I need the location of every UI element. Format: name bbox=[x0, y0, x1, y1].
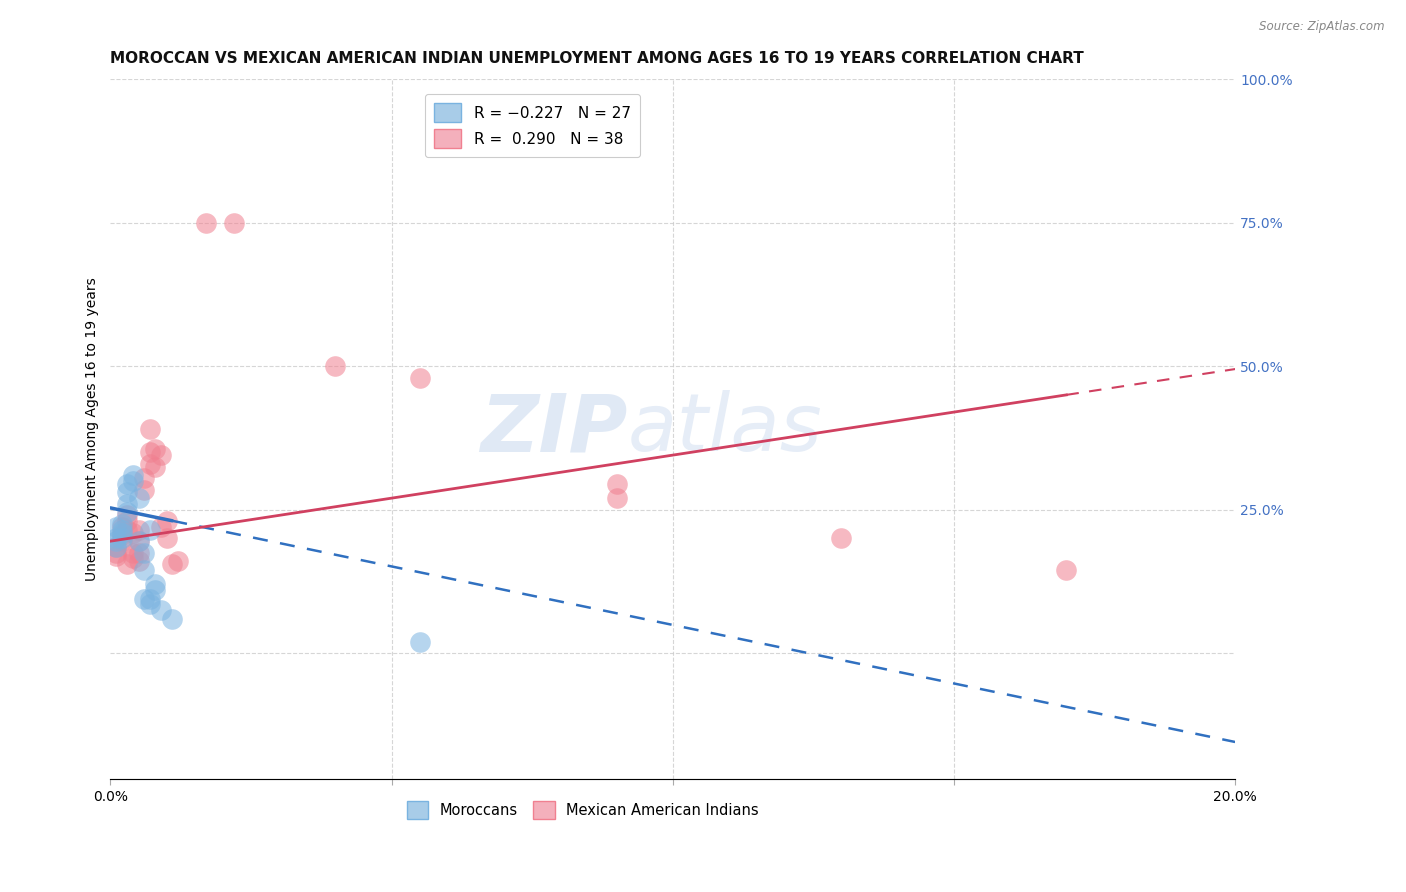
Point bbox=[117, 523, 139, 537]
Point bbox=[224, 216, 246, 230]
Point bbox=[111, 520, 134, 534]
Point bbox=[139, 597, 162, 611]
Point bbox=[128, 534, 150, 549]
Point bbox=[105, 540, 128, 554]
Point bbox=[409, 370, 432, 384]
Point bbox=[122, 546, 145, 560]
Point bbox=[145, 582, 167, 597]
Point bbox=[117, 485, 139, 500]
Point bbox=[122, 525, 145, 540]
Point bbox=[117, 508, 139, 523]
Point bbox=[145, 459, 167, 474]
Y-axis label: Unemployment Among Ages 16 to 19 years: Unemployment Among Ages 16 to 19 years bbox=[86, 277, 100, 582]
Text: Source: ZipAtlas.com: Source: ZipAtlas.com bbox=[1260, 20, 1385, 33]
Point bbox=[117, 514, 139, 528]
Point bbox=[105, 520, 128, 534]
Point bbox=[409, 634, 432, 648]
Text: MOROCCAN VS MEXICAN AMERICAN INDIAN UNEMPLOYMENT AMONG AGES 16 TO 19 YEARS CORRE: MOROCCAN VS MEXICAN AMERICAN INDIAN UNEM… bbox=[111, 51, 1084, 66]
Point bbox=[150, 448, 173, 462]
Point bbox=[195, 216, 218, 230]
Point bbox=[128, 546, 150, 560]
Point bbox=[134, 546, 156, 560]
Text: ZIP: ZIP bbox=[481, 391, 627, 468]
Point bbox=[128, 534, 150, 549]
Point bbox=[111, 523, 134, 537]
Point bbox=[134, 471, 156, 485]
Point bbox=[139, 523, 162, 537]
Point bbox=[128, 491, 150, 505]
Point bbox=[162, 612, 184, 626]
Point bbox=[150, 603, 173, 617]
Point bbox=[145, 577, 167, 591]
Legend: Moroccans, Mexican American Indians: Moroccans, Mexican American Indians bbox=[401, 795, 765, 824]
Point bbox=[139, 445, 162, 459]
Point bbox=[105, 540, 128, 554]
Point bbox=[145, 442, 167, 457]
Point bbox=[134, 483, 156, 497]
Point bbox=[111, 534, 134, 549]
Point bbox=[162, 557, 184, 571]
Point bbox=[134, 591, 156, 606]
Point bbox=[605, 476, 627, 491]
Point bbox=[117, 497, 139, 511]
Point bbox=[830, 531, 852, 545]
Point bbox=[139, 422, 162, 436]
Point bbox=[167, 554, 190, 568]
Point bbox=[139, 591, 162, 606]
Point bbox=[139, 457, 162, 471]
Point bbox=[122, 551, 145, 566]
Point bbox=[134, 563, 156, 577]
Point bbox=[156, 514, 179, 528]
Point bbox=[111, 516, 134, 531]
Point bbox=[111, 525, 134, 540]
Point bbox=[105, 531, 128, 545]
Point bbox=[325, 359, 347, 374]
Point bbox=[122, 474, 145, 488]
Point bbox=[128, 554, 150, 568]
Point bbox=[111, 528, 134, 542]
Point bbox=[117, 476, 139, 491]
Text: atlas: atlas bbox=[627, 391, 823, 468]
Point bbox=[105, 534, 128, 549]
Point bbox=[122, 468, 145, 483]
Point bbox=[128, 523, 150, 537]
Point bbox=[111, 531, 134, 545]
Point bbox=[150, 520, 173, 534]
Point bbox=[156, 531, 179, 545]
Point bbox=[105, 546, 128, 560]
Point bbox=[117, 557, 139, 571]
Point bbox=[117, 506, 139, 520]
Point bbox=[605, 491, 627, 505]
Point bbox=[105, 549, 128, 563]
Point bbox=[1054, 563, 1077, 577]
